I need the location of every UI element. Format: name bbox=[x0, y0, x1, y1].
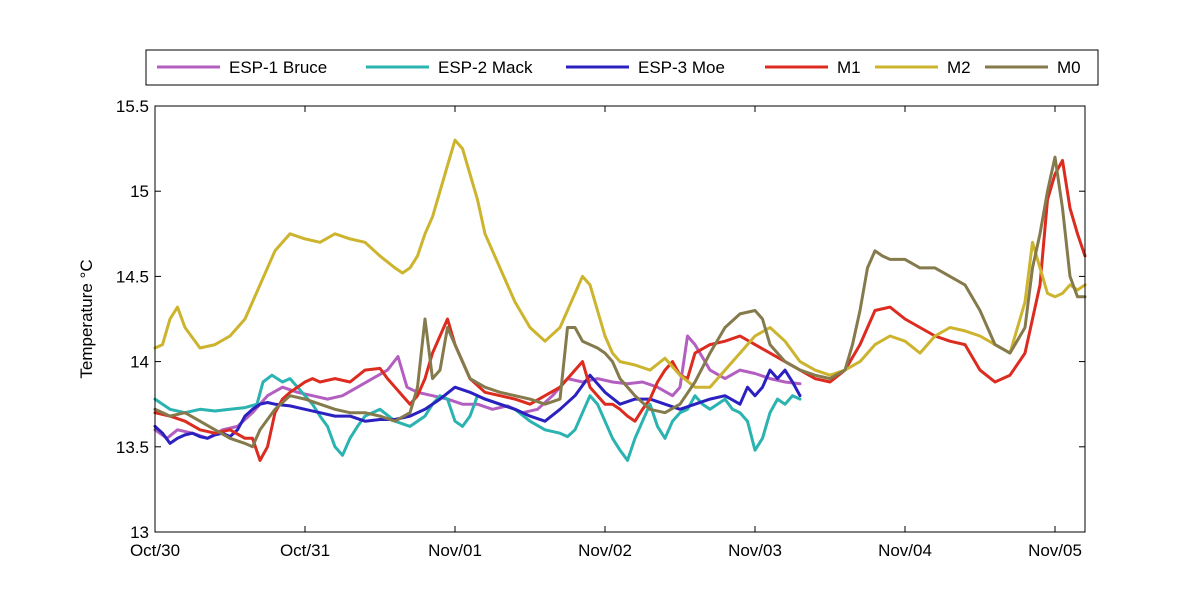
legend-label-3: M1 bbox=[837, 58, 861, 77]
y-tick-label: 14.5 bbox=[116, 267, 149, 286]
y-tick-label: 14 bbox=[130, 353, 149, 372]
y-tick-label: 13 bbox=[130, 523, 149, 542]
y-tick-label: 13.5 bbox=[116, 438, 149, 457]
series-line-4 bbox=[153, 138, 1087, 389]
legend-label-0: ESP-1 Bruce bbox=[229, 58, 327, 77]
x-tick-label: Nov/05 bbox=[1028, 541, 1082, 560]
x-tick-label: Nov/04 bbox=[878, 541, 932, 560]
legend-label-2: ESP-3 Moe bbox=[638, 58, 725, 77]
series-line-0 bbox=[153, 334, 802, 440]
series-lines bbox=[153, 138, 1087, 462]
legend-label-4: M2 bbox=[947, 58, 971, 77]
legend-label-1: ESP-2 Mack bbox=[438, 58, 533, 77]
legend: ESP-1 Bruce ESP-2 Mack ESP-3 Moe M1 M2 M0 bbox=[145, 49, 1099, 86]
series-line-3 bbox=[153, 159, 1087, 462]
legend-label-5: M0 bbox=[1057, 58, 1081, 77]
y-axis-title: Temperature °C bbox=[77, 259, 96, 378]
x-tick-label: Nov/02 bbox=[578, 541, 632, 560]
x-tick-label: Oct/30 bbox=[130, 541, 180, 560]
x-tick-label: Oct/31 bbox=[280, 541, 330, 560]
y-tick-label: 15.5 bbox=[116, 97, 149, 116]
y-tick-label: 15 bbox=[130, 182, 149, 201]
plot-frame bbox=[154, 105, 1086, 533]
series-line-5 bbox=[153, 155, 1087, 449]
axis-ticks: 13 13.5 14 14.5 15 15.5 Oct/30 Oct/31 Nov/01 Nov/… bbox=[116, 97, 1085, 560]
x-tick-label: Nov/01 bbox=[428, 541, 482, 560]
x-tick-label: Nov/03 bbox=[728, 541, 782, 560]
